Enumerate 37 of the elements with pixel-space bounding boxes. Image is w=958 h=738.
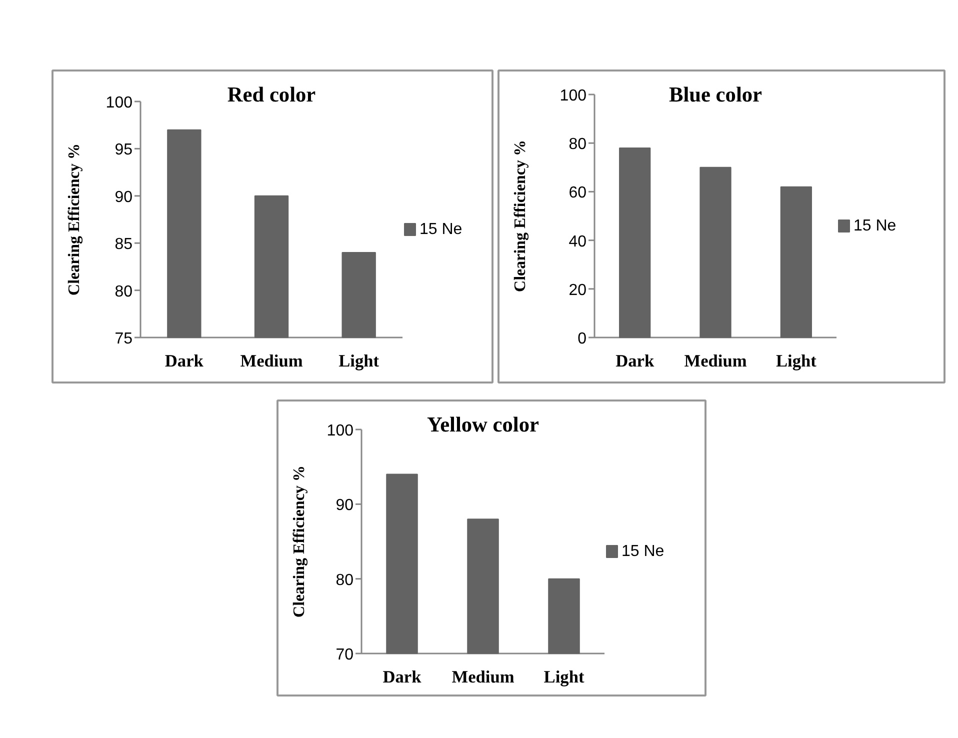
y-tick-label: 85 (114, 236, 133, 254)
y-tick-label: 0 (578, 330, 587, 348)
y-axis-title: Clearing Efficiency % (512, 140, 529, 292)
chart-title: Red color (227, 82, 316, 106)
y-tick-label: 40 (568, 233, 587, 250)
legend-label: 15 Ne (622, 543, 664, 560)
x-tick-label: Medium (240, 352, 304, 370)
y-tick-label: 80 (336, 572, 354, 589)
y-tick-label: 100 (326, 422, 354, 440)
y-tick-label: 80 (568, 136, 587, 154)
x-tick-label: Dark (164, 352, 204, 370)
chart-title: Yellow color (427, 412, 540, 436)
x-tick-label: Dark (382, 668, 422, 686)
x-tick-label: Medium (452, 668, 515, 686)
chart-title: Blue color (669, 82, 763, 106)
legend-label: 15 Ne (854, 218, 896, 234)
y-axis-title: Clearing Efficiency % (66, 144, 83, 296)
y-tick-label: 100 (106, 94, 133, 112)
x-tick-label: Light (776, 352, 817, 370)
x-tick-label: Medium (684, 352, 748, 370)
y-tick-label: 80 (114, 283, 133, 300)
bar (619, 147, 651, 338)
y-tick-label: 90 (114, 188, 133, 206)
legend-label: 15 Ne (420, 221, 462, 238)
y-tick-label: 90 (336, 497, 354, 514)
x-tick-label: Light (544, 668, 584, 686)
x-tick-label: Dark (616, 352, 654, 370)
x-tick-label: Light (338, 352, 380, 370)
y-tick-label: 95 (114, 142, 133, 159)
y-tick-label: 100 (560, 88, 587, 104)
y-tick-label: 70 (336, 646, 354, 664)
y-tick-label: 60 (568, 184, 587, 202)
bar (700, 166, 732, 338)
bar (780, 186, 812, 338)
y-tick-label: 75 (114, 330, 133, 348)
y-axis-title: Clearing Efficiency % (291, 466, 308, 618)
y-tick-label: 20 (568, 282, 587, 299)
